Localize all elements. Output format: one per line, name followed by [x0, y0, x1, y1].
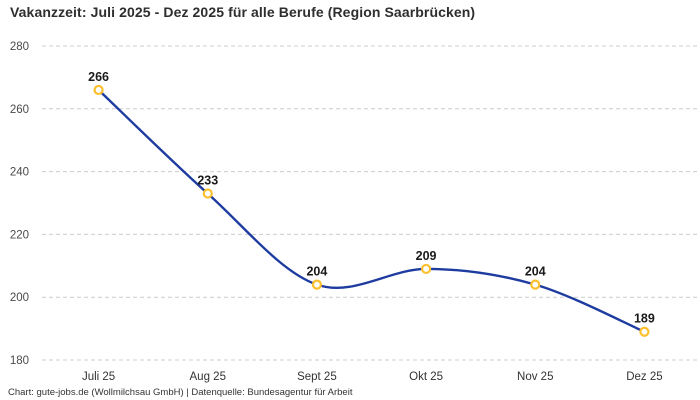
y-axis-tick-label: 180 — [10, 355, 29, 367]
data-point-marker — [420, 263, 432, 275]
data-point-label: 204 — [525, 265, 546, 279]
x-axis-label: Sept 25 — [297, 371, 337, 383]
x-axis-label: Okt 25 — [409, 371, 443, 383]
y-axis-tick-label: 240 — [10, 167, 29, 179]
x-axis-label: Dez 25 — [626, 371, 662, 383]
data-point-label: 209 — [416, 249, 437, 263]
x-axis-label: Aug 25 — [190, 371, 226, 383]
data-point-label: 266 — [88, 70, 109, 84]
x-axis-label: Juli 25 — [82, 371, 115, 383]
y-axis-tick-label: 280 — [10, 41, 29, 53]
y-axis-tick-label: 260 — [10, 104, 29, 116]
chart-title: Vakanzzeit: Juli 2025 - Dez 2025 für all… — [10, 4, 476, 20]
data-point-marker — [530, 279, 541, 290]
y-axis-tick-label: 220 — [10, 229, 29, 241]
chart-attribution: Chart: gute-jobs.de (Wollmilchsau GmbH) … — [8, 387, 353, 398]
data-point-marker — [639, 326, 650, 337]
data-point-marker — [93, 84, 104, 96]
data-point-label: 189 — [634, 312, 655, 326]
data-point-marker — [202, 188, 213, 199]
data-point-label: 233 — [197, 174, 218, 188]
data-point-marker — [311, 279, 323, 290]
y-axis-tick-label: 200 — [10, 292, 29, 304]
x-axis-label: Nov 25 — [517, 371, 553, 383]
data-point-label: 204 — [306, 265, 327, 279]
trend-line — [97, 88, 646, 333]
